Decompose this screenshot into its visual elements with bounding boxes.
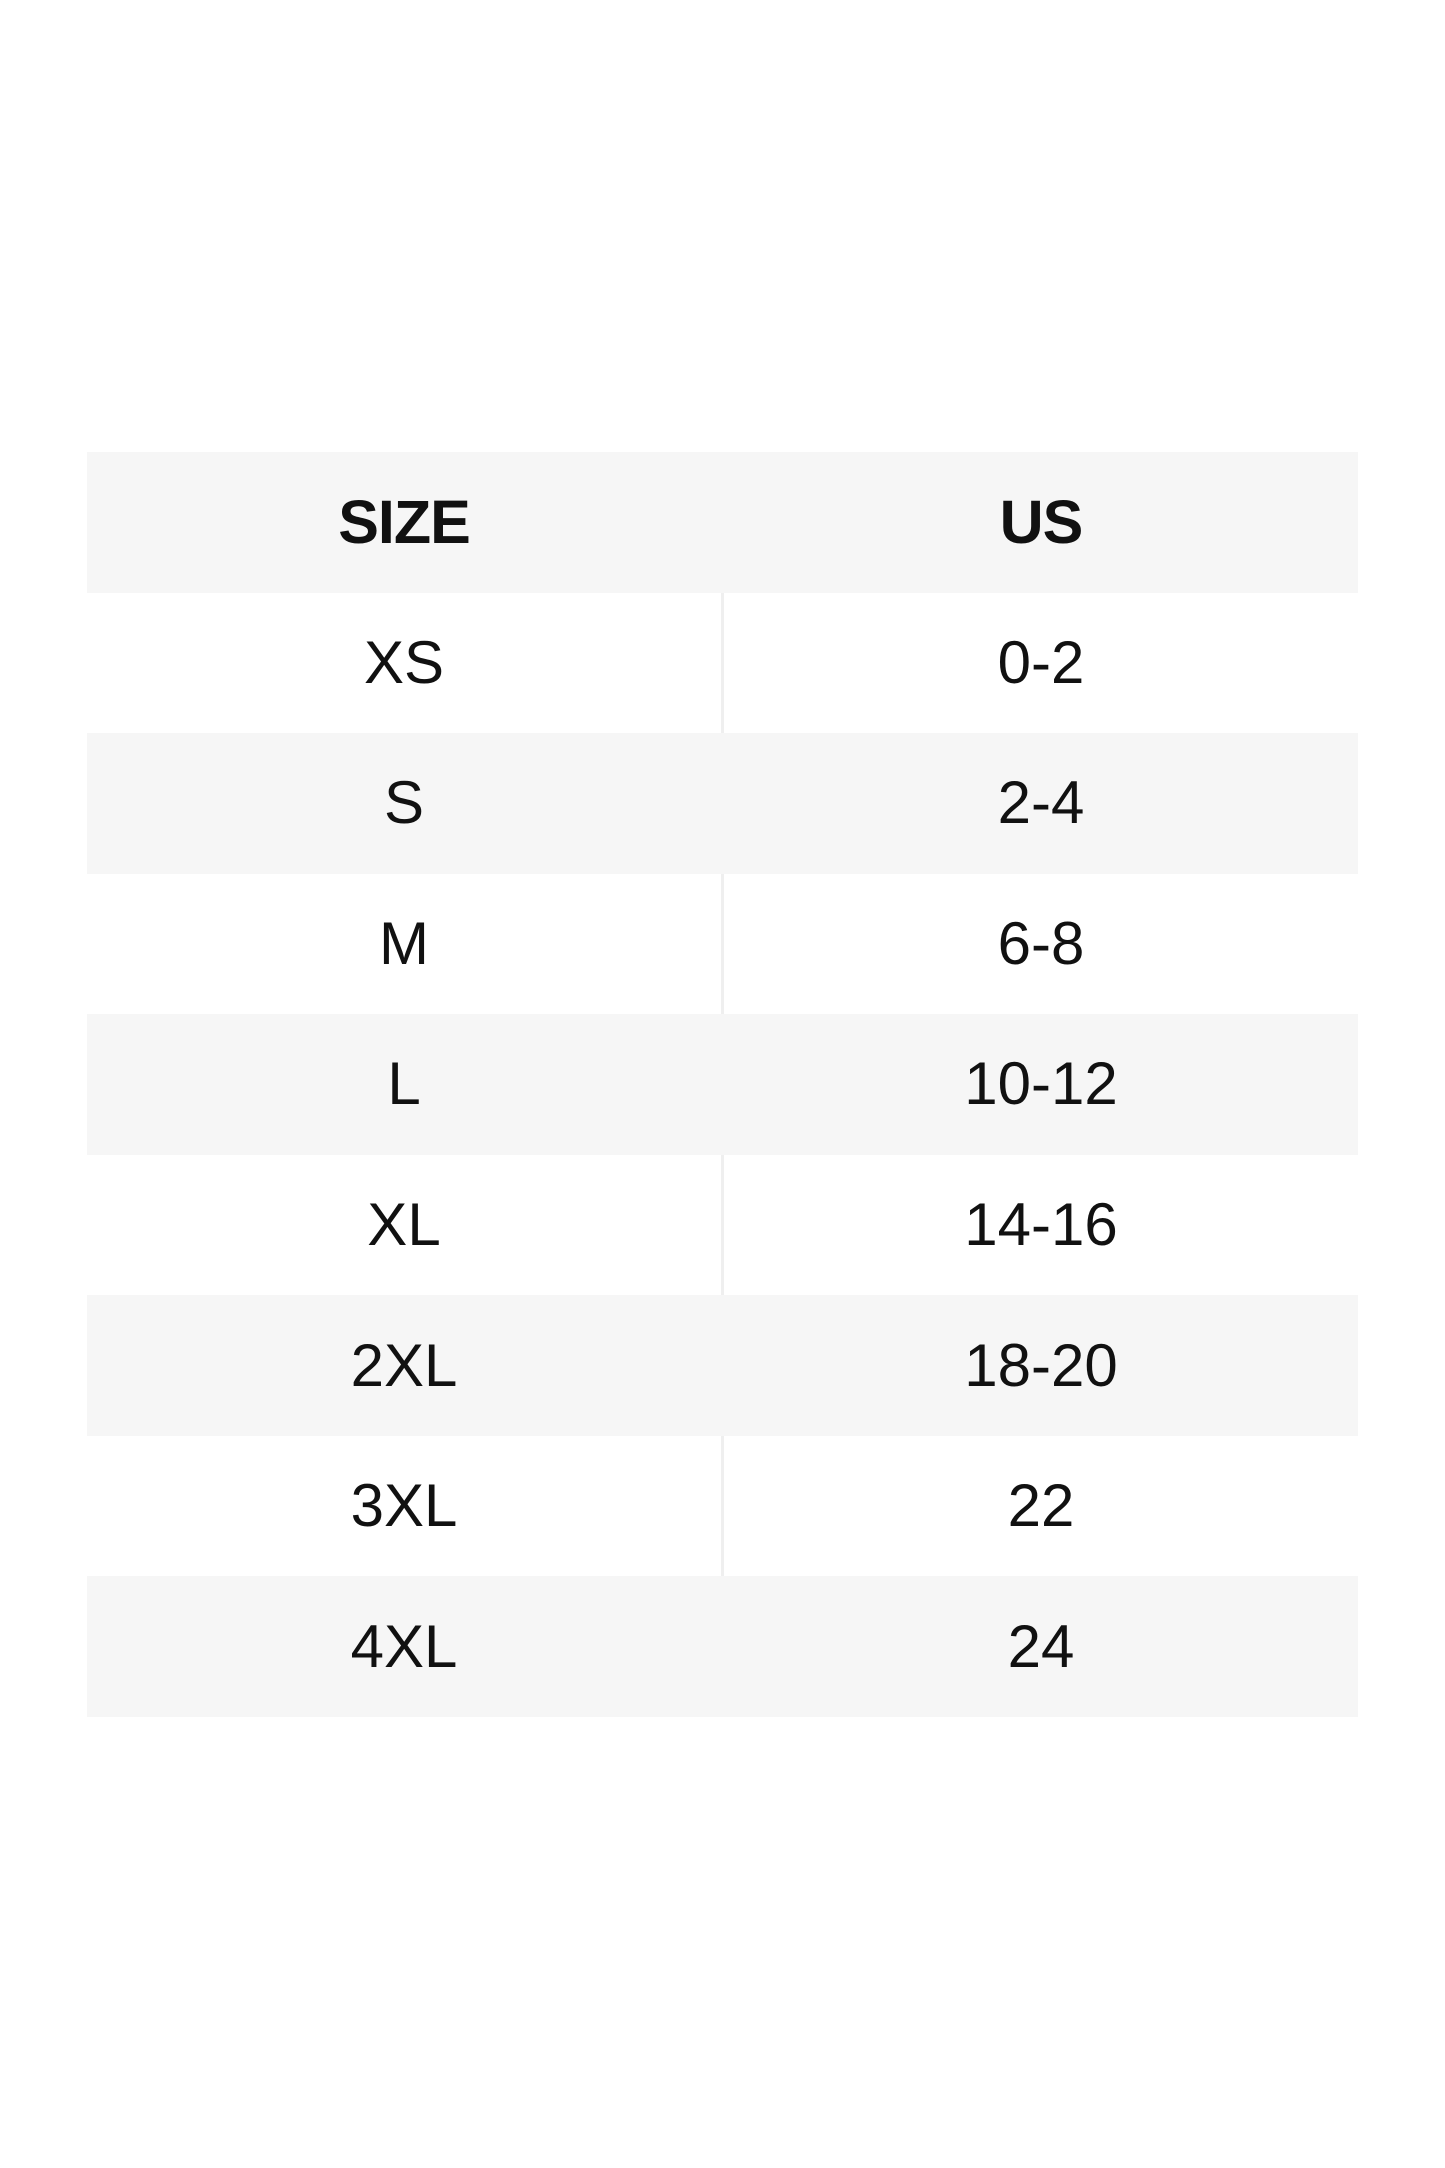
size-cell: L [387, 1050, 421, 1118]
size-cell: S [383, 769, 425, 837]
us-cell: 6-8 [724, 873, 1358, 1015]
size-cell: XS [87, 592, 721, 734]
us-cell: 14-16 [724, 1154, 1358, 1296]
us-cell: 0-2 [724, 592, 1358, 734]
table-row: 2XL 18-20 [87, 1295, 1358, 1436]
us-cell: 24 [1007, 1612, 1075, 1680]
header-cell-us: US [999, 487, 1084, 556]
table-row: XS 0-2 [87, 592, 1358, 734]
size-cell: XL [87, 1154, 721, 1296]
table-row: M 6-8 [87, 873, 1358, 1015]
header-cell-size: SIZE [338, 487, 471, 556]
us-cell: 2-4 [997, 769, 1085, 837]
size-cell: M [87, 873, 721, 1015]
table-row: L 10-12 [87, 1014, 1358, 1155]
table-row: S 2-4 [87, 733, 1358, 874]
table-row: 3XL 22 [87, 1435, 1358, 1577]
us-cell: 18-20 [964, 1331, 1118, 1399]
us-cell: 10-12 [964, 1050, 1118, 1118]
size-chart-table: SIZE US XS 0-2 S 2-4 M 6-8 L 10-12 XL 14… [87, 452, 1358, 1717]
size-cell: 4XL [350, 1612, 458, 1680]
table-row: 4XL 24 [87, 1576, 1358, 1717]
header-row: SIZE US [87, 452, 1358, 593]
table-row: XL 14-16 [87, 1154, 1358, 1296]
size-cell: 2XL [350, 1331, 458, 1399]
us-cell: 22 [724, 1435, 1358, 1577]
size-cell: 3XL [87, 1435, 721, 1577]
